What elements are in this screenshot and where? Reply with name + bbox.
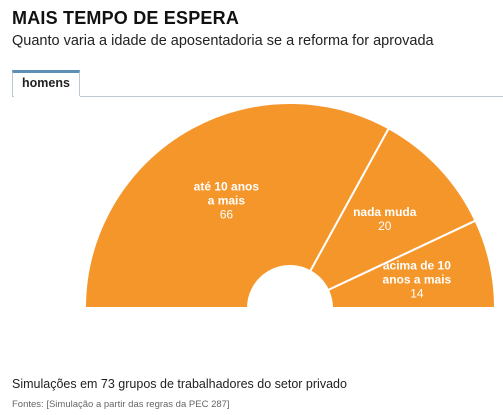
- slice-value-0: 66: [220, 207, 234, 221]
- tab-homens-label: homens: [22, 76, 70, 90]
- slice-0: [83, 102, 391, 309]
- slice-value-1: 20: [378, 219, 392, 233]
- slice-2: [326, 219, 497, 309]
- chart-source: Fontes: [Simulação a partir das regras d…: [12, 399, 230, 410]
- chart-footnote: Simulações em 73 grupos de trabalhadores…: [12, 377, 347, 391]
- chart-title: MAIS TEMPO DE ESPERA: [12, 8, 240, 28]
- chart-subtitle: Quanto varia a idade de aposentadoria se…: [12, 33, 434, 49]
- slice-value-2: 14: [410, 287, 424, 301]
- slice-label-0: até 10 anos a mais 66: [194, 179, 260, 221]
- slice-1: [308, 126, 477, 292]
- slice-label-2: acima de 10 anos a mais 14: [383, 259, 452, 301]
- slice-label-1: nada muda 20: [353, 205, 417, 233]
- tab-bar: homens: [12, 70, 503, 97]
- tab-homens[interactable]: homens: [12, 70, 80, 97]
